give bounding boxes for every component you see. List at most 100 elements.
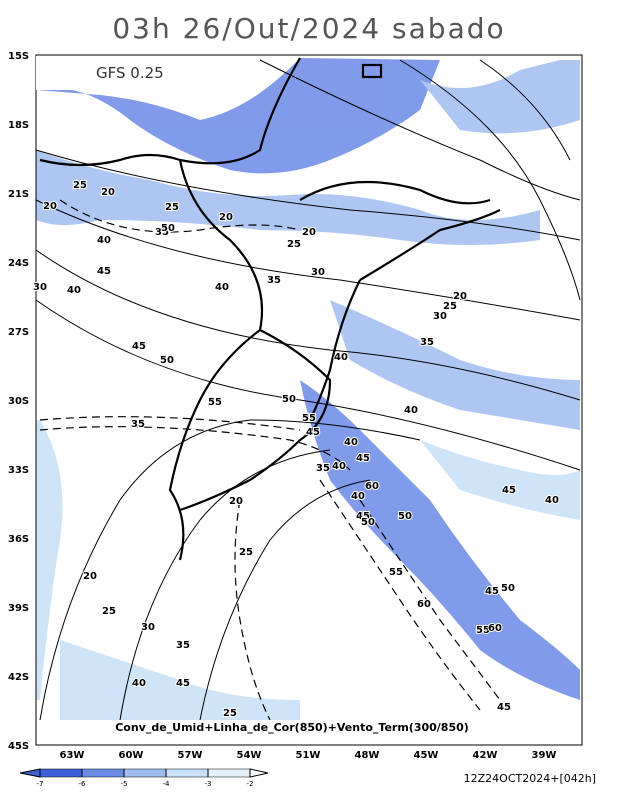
lat-label: 36S	[8, 534, 29, 545]
colorbar-segment	[81, 768, 125, 778]
contour-label: 50	[361, 517, 375, 528]
lon-label: 54W	[237, 750, 262, 761]
borders	[39, 57, 501, 561]
lon-label: 51W	[296, 750, 321, 761]
lon-label: 60W	[119, 750, 144, 761]
lat-label: 42S	[8, 672, 29, 683]
contour-label: 25	[443, 301, 457, 312]
contour-label: 55	[302, 413, 316, 424]
contour-label: 50	[161, 223, 175, 234]
moisture-shading	[36, 58, 580, 720]
colorbar-label: -5	[121, 780, 128, 788]
lon-label: 45W	[414, 750, 439, 761]
contour-label: 40	[344, 437, 358, 448]
contour-label: 25	[239, 547, 253, 558]
colorbar-segment	[39, 768, 83, 778]
contour-label: 50	[501, 583, 515, 594]
contour-label: 35	[131, 419, 145, 430]
colorbar-label: -4	[163, 780, 171, 788]
contour-label: 35	[316, 463, 330, 474]
contour-label: 20	[453, 291, 467, 302]
contour-label: 45	[485, 586, 499, 597]
lat-label: 18S	[8, 120, 29, 131]
map-frame	[35, 54, 583, 746]
contour-label: 20	[219, 212, 233, 223]
contour-label: 20	[83, 571, 97, 582]
caption-box	[130, 720, 470, 734]
contour-label: 25	[102, 606, 116, 617]
contour-label: 40	[132, 678, 146, 689]
contour-label: 30	[33, 282, 47, 293]
contour-label: 30	[311, 267, 325, 278]
colorbar-segment	[207, 768, 251, 778]
lat-label: 24S	[8, 258, 29, 269]
contour-label: 20	[43, 201, 57, 212]
contour-label: 25	[165, 202, 179, 213]
lat-label: 30S	[8, 396, 29, 407]
lat-label: 39S	[8, 603, 29, 614]
contour-label: 40	[351, 491, 365, 502]
title: 03h 26/Out/2024 sabado	[112, 12, 505, 45]
contour-label: 40	[215, 282, 229, 293]
colorbar-label: -7	[37, 780, 44, 788]
contour-label: 20	[101, 187, 115, 198]
contour-label: 45	[497, 702, 511, 713]
lon-label: 63W	[60, 750, 85, 761]
contour-label: 45	[306, 427, 320, 438]
colorbar-label: -2	[247, 780, 254, 788]
colorbar-arrow-left	[19, 768, 41, 778]
colorbar-arrow-right	[249, 768, 269, 778]
contour-label: 45	[176, 678, 190, 689]
timestamp: 12Z24OCT2024+[042h]	[464, 772, 596, 785]
contour-label: 40	[404, 405, 418, 416]
contour-label: 45	[132, 341, 146, 352]
contour-label: 50	[160, 355, 174, 366]
model-box	[36, 56, 254, 90]
lon-label: 39W	[532, 750, 557, 761]
contour-label: 35	[420, 337, 434, 348]
contour-label: 60	[488, 623, 502, 634]
contour-label: 50	[282, 394, 296, 405]
contour-label: 30	[433, 311, 447, 322]
contour-label: 25	[73, 180, 87, 191]
lon-label: 48W	[355, 750, 380, 761]
contour-label: 30	[141, 622, 155, 633]
contour-label: 20	[229, 496, 243, 507]
contour-label: 60	[417, 599, 431, 610]
lat-label: 15S	[8, 51, 29, 62]
contour-label: 25	[223, 708, 237, 719]
lat-label: 27S	[8, 327, 29, 338]
contour-label: 40	[334, 352, 348, 363]
lat-label: 45S	[8, 741, 29, 752]
colorbar-segment	[123, 768, 167, 778]
contour-label: 40	[545, 495, 559, 506]
contour-label: 60	[365, 481, 379, 492]
contour-label: 55	[389, 567, 403, 578]
model-label: GFS 0.25	[96, 64, 164, 82]
lon-label: 57W	[178, 750, 203, 761]
contour-label: 40	[97, 235, 111, 246]
contour-label: 20	[302, 227, 316, 238]
colorbar-label: -3	[205, 780, 212, 788]
contour-label: 50	[398, 511, 412, 522]
colorbar-segment	[165, 768, 209, 778]
contour-label: 40	[67, 285, 81, 296]
lat-label: 33S	[8, 465, 29, 476]
streamlines	[35, 59, 581, 721]
contour-label: 55	[476, 625, 490, 636]
contour-label: 45	[356, 511, 370, 522]
contour-label: 35	[155, 227, 169, 238]
lon-label: 42W	[473, 750, 498, 761]
contour-label: 40	[332, 461, 346, 472]
contours	[39, 199, 501, 721]
colorbar-label: -6	[79, 780, 87, 788]
contour-label: 45	[97, 266, 111, 277]
contour-label: 45	[502, 485, 516, 496]
contour-label: 35	[176, 640, 190, 651]
contour-label: 55	[208, 397, 222, 408]
lat-label: 21S	[8, 189, 29, 200]
contour-label: 45	[356, 453, 370, 464]
caption: Conv_de_Umid+Linha_de_Cor(850)+Vento_Ter…	[115, 721, 469, 734]
